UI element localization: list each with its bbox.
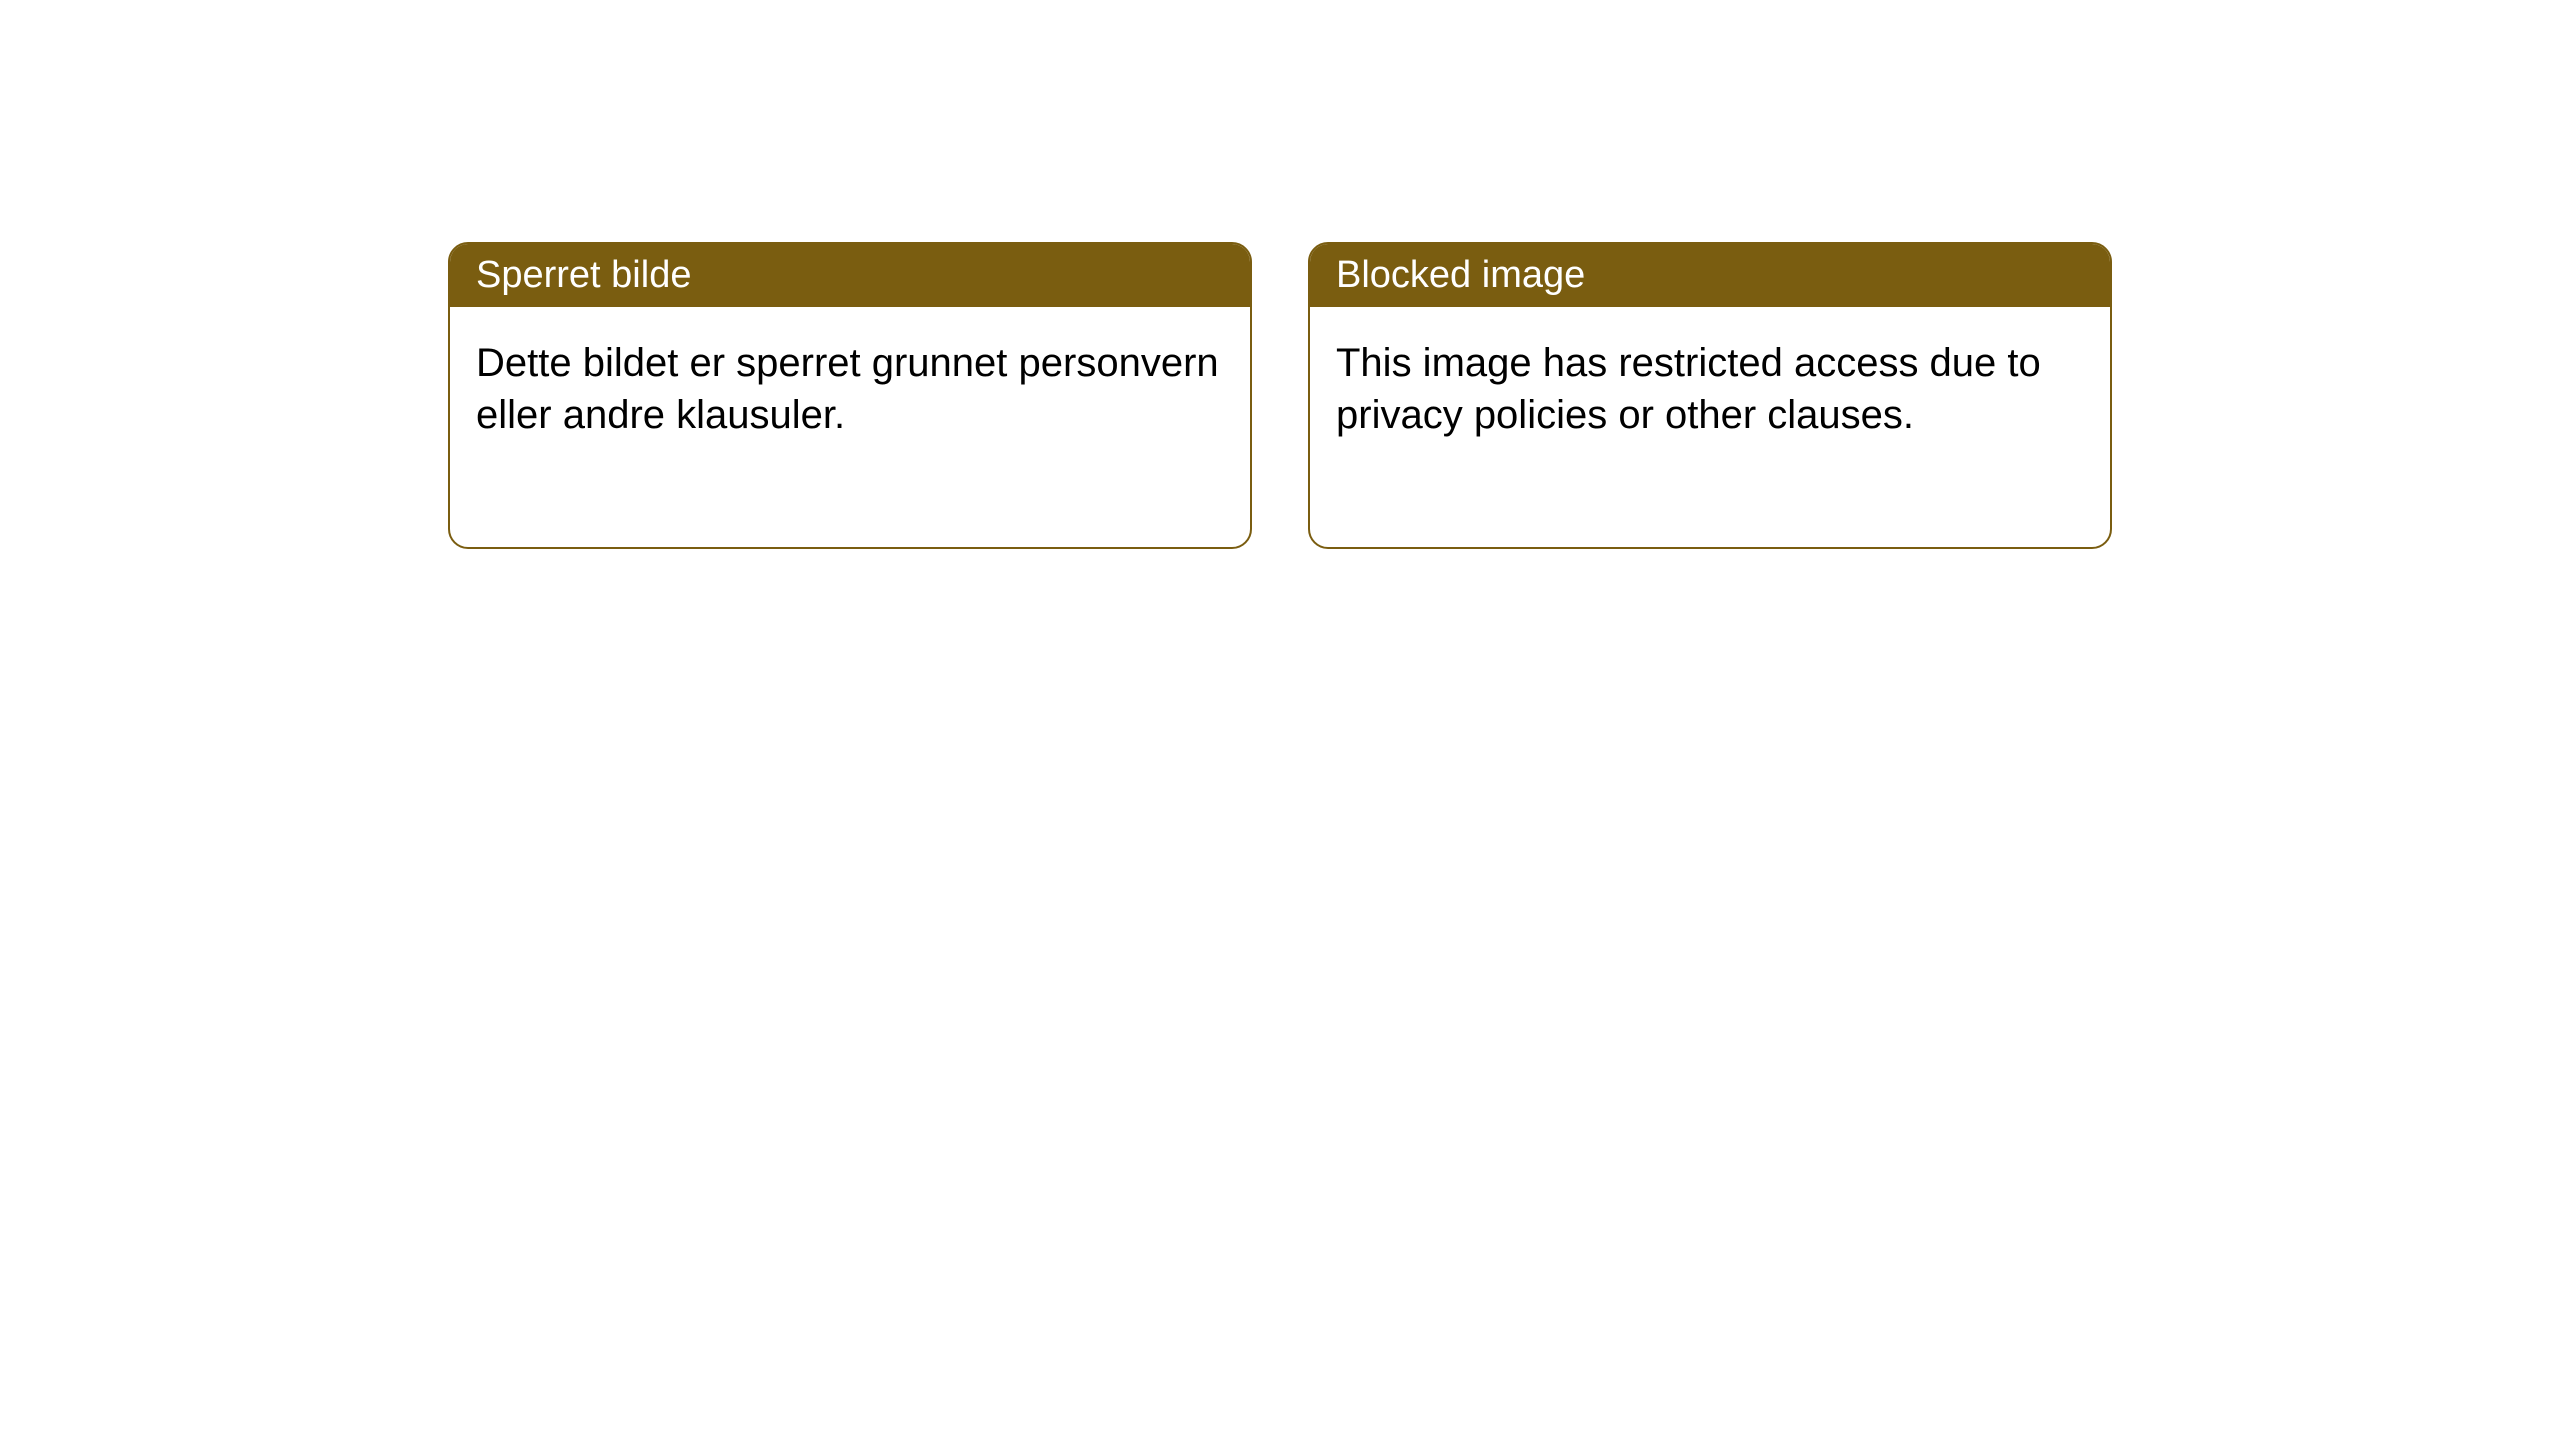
card-header: Blocked image — [1310, 244, 2110, 307]
card-body-text: Dette bildet er sperret grunnet personve… — [476, 341, 1219, 437]
card-header: Sperret bilde — [450, 244, 1250, 307]
card-title: Sperret bilde — [476, 254, 691, 296]
notice-cards-row: Sperret bilde Dette bildet er sperret gr… — [448, 242, 2112, 549]
card-body-text: This image has restricted access due to … — [1336, 341, 2041, 437]
blocked-image-card-no: Sperret bilde Dette bildet er sperret gr… — [448, 242, 1252, 549]
card-body: Dette bildet er sperret grunnet personve… — [450, 307, 1250, 547]
blocked-image-card-en: Blocked image This image has restricted … — [1308, 242, 2112, 549]
card-body: This image has restricted access due to … — [1310, 307, 2110, 547]
card-title: Blocked image — [1336, 254, 1585, 296]
